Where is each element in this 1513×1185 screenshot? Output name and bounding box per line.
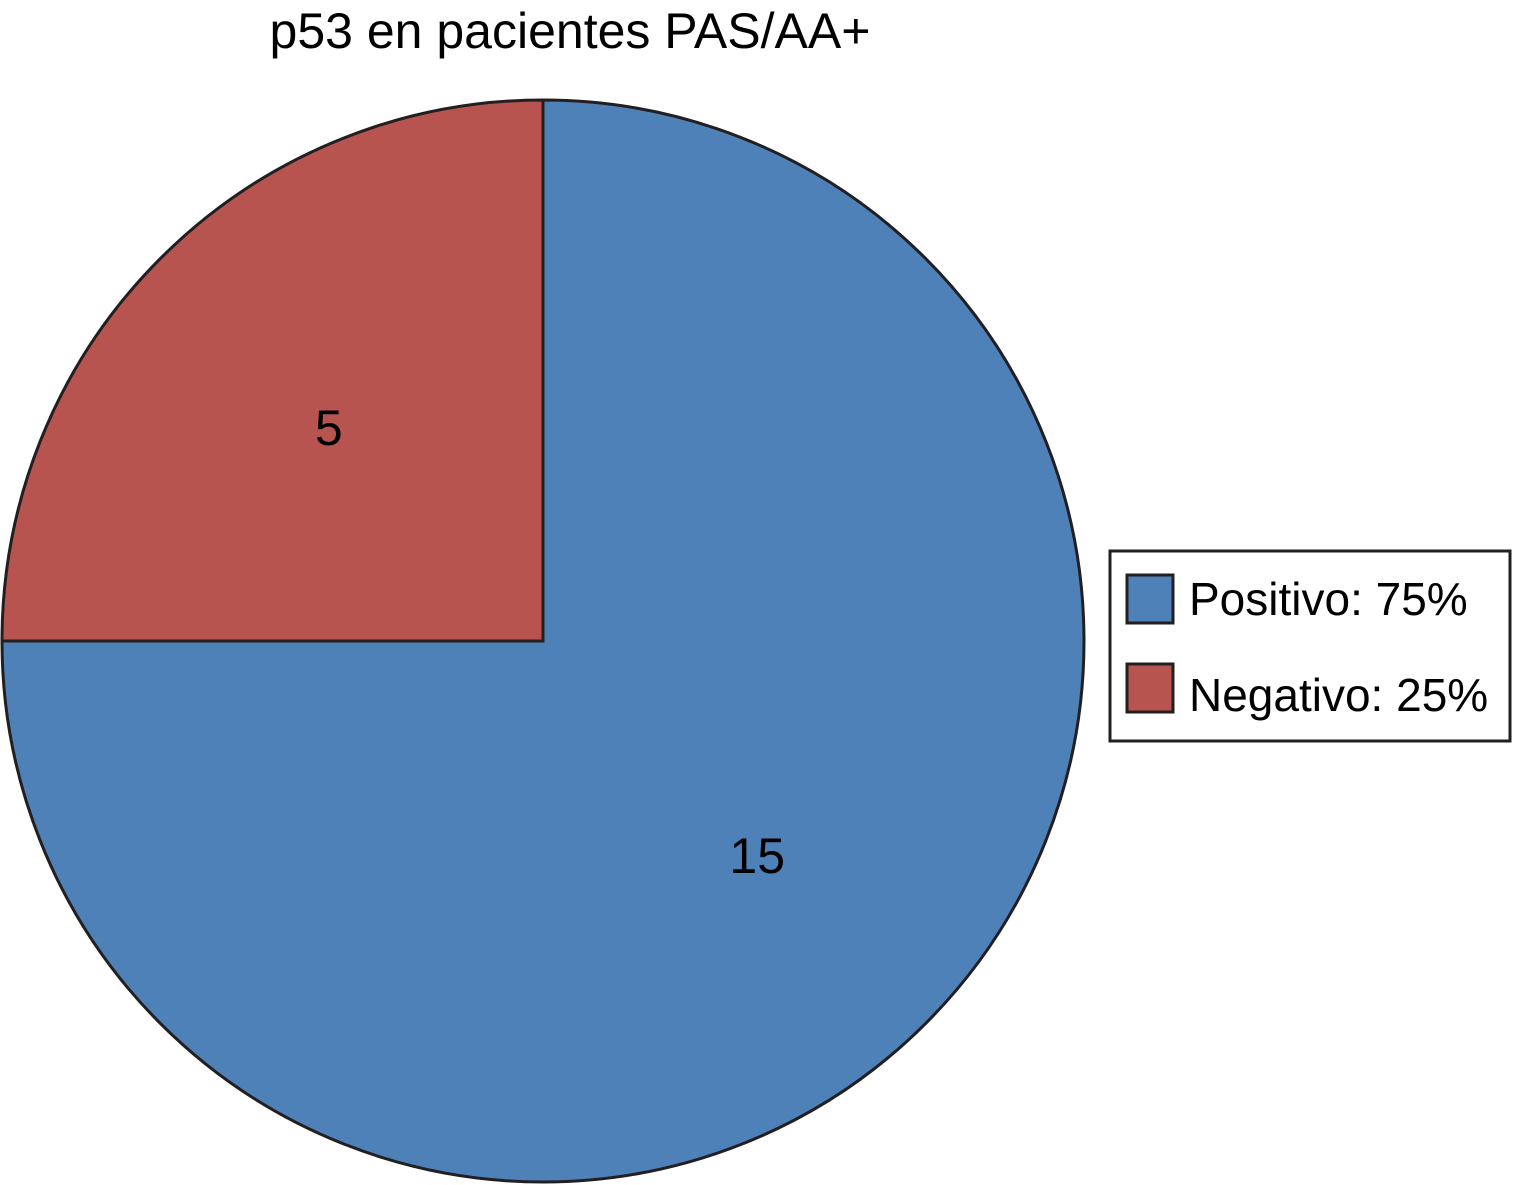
legend-box [1108,549,1512,743]
chart-title: p53 en pacientes PAS/AA+ [270,3,871,59]
legend-swatch-negativo [1125,662,1175,714]
legend: Positivo: 75% Negativo: 25% [1108,549,1512,743]
data-label-negativo: 5 [315,400,343,456]
data-label-positivo: 15 [729,828,785,884]
legend-swatch-positivo [1125,573,1175,625]
legend-label-positivo: Positivo: 75% [1189,573,1468,625]
pie-slice-negativo [0,98,545,643]
legend-label-negativo: Negativo: 25% [1189,669,1488,721]
pie-slice-labels: 15 5 [315,400,785,884]
pie-slices [0,98,1086,1184]
